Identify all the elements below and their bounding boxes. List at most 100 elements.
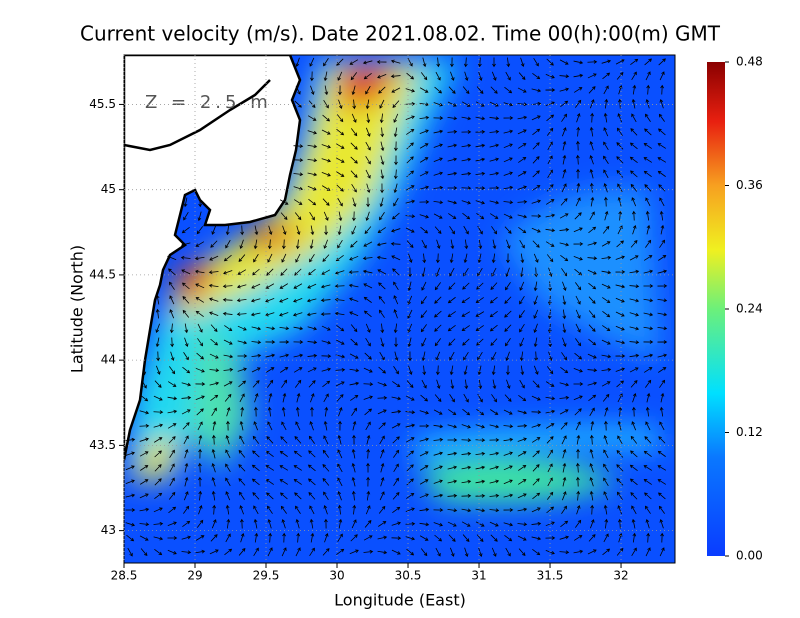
velocity-arrow (503, 129, 514, 134)
velocity-arrow (447, 143, 458, 148)
velocity-arrow (462, 338, 470, 346)
velocity-arrow (168, 506, 177, 514)
velocity-arrow (181, 382, 192, 387)
velocity-arrow (420, 226, 429, 234)
velocity-arrow (658, 255, 667, 261)
velocity-arrow (434, 226, 442, 235)
velocity-arrow (533, 323, 538, 333)
velocity-arrow (322, 548, 330, 556)
velocity-arrow (489, 424, 500, 429)
velocity-arrow (589, 490, 594, 501)
velocity-arrow (252, 380, 260, 388)
velocity-arrow (603, 504, 608, 515)
velocity-arrow (448, 86, 456, 94)
velocity-arrow (169, 295, 175, 305)
velocity-arrow (181, 409, 191, 415)
velocity-arrow (338, 407, 343, 417)
velocity-arrow (629, 142, 638, 150)
velocity-arrow (419, 214, 430, 219)
velocity-arrow (366, 197, 370, 208)
velocity-arrow (517, 185, 527, 190)
velocity-arrow (506, 379, 511, 389)
velocity-arrow (420, 296, 427, 305)
velocity-arrow (279, 492, 288, 500)
velocity-arrow (519, 379, 525, 389)
velocity-arrow (560, 255, 569, 262)
velocity-arrow (391, 87, 401, 93)
velocity-arrow (546, 254, 554, 263)
velocity-arrow (559, 409, 569, 415)
velocity-arrow (464, 547, 469, 558)
velocity-arrow (363, 367, 373, 373)
velocity-arrow (267, 239, 272, 250)
velocity-arrow (532, 240, 540, 248)
velocity-arrow (322, 198, 330, 206)
velocity-arrow (629, 464, 638, 472)
velocity-arrow (266, 492, 274, 500)
velocity-arrow (462, 282, 470, 290)
velocity-arrow (335, 157, 345, 163)
velocity-arrow (378, 422, 386, 430)
velocity-arrow (657, 143, 666, 149)
velocity-arrow (350, 128, 358, 137)
velocity-arrow (629, 326, 640, 331)
velocity-arrow (447, 101, 457, 107)
velocity-arrow (127, 547, 133, 557)
velocity-arrow (448, 213, 457, 219)
velocity-arrow (321, 354, 332, 358)
velocity-arrow (659, 406, 664, 417)
velocity-arrow (632, 532, 637, 543)
velocity-arrow (475, 130, 486, 134)
velocity-arrow (630, 450, 638, 458)
velocity-arrow (630, 435, 638, 444)
velocity-arrow (377, 269, 387, 275)
velocity-arrow (323, 71, 328, 82)
velocity-arrow (533, 337, 538, 348)
velocity-arrow (379, 113, 384, 124)
velocity-arrow (449, 394, 455, 403)
velocity-arrow (349, 311, 359, 317)
velocity-arrow (365, 99, 370, 110)
velocity-arrow (293, 353, 304, 358)
velocity-arrow (658, 113, 665, 122)
velocity-arrow (545, 88, 556, 92)
velocity-arrow (517, 423, 528, 428)
velocity-arrow (629, 255, 639, 261)
velocity-arrow (575, 282, 582, 291)
velocity-arrow (433, 479, 443, 484)
velocity-arrow (489, 451, 500, 456)
velocity-arrow (307, 367, 317, 373)
velocity-arrow (155, 365, 161, 375)
velocity-arrow (323, 491, 329, 501)
velocity-arrow (491, 394, 497, 403)
velocity-arrow (254, 393, 259, 403)
velocity-arrow (532, 380, 540, 388)
velocity-arrow (380, 449, 385, 459)
velocity-arrow (491, 253, 496, 264)
velocity-arrow (238, 380, 247, 388)
velocity-arrow (310, 393, 315, 403)
velocity-arrow (643, 340, 654, 344)
velocity-arrow (503, 493, 514, 498)
velocity-arrow (363, 549, 374, 554)
velocity-arrow (378, 366, 386, 374)
velocity-arrow (352, 434, 356, 445)
velocity-arrow (226, 420, 230, 431)
velocity-arrow (225, 225, 230, 236)
velocity-arrow (433, 465, 443, 471)
velocity-arrow (167, 396, 178, 401)
velocity-arrow (588, 394, 597, 402)
velocity-arrow (393, 463, 399, 473)
velocity-arrow (461, 479, 472, 484)
velocity-arrow (139, 410, 150, 415)
velocity-arrow (296, 392, 301, 403)
velocity-arrow (433, 437, 444, 442)
velocity-arrow (531, 410, 542, 414)
velocity-arrow (182, 422, 190, 430)
velocity-arrow (433, 409, 443, 415)
velocity-arrow (601, 283, 611, 289)
velocity-arrow (391, 212, 400, 220)
velocity-arrow (436, 57, 441, 68)
velocity-arrow (336, 114, 344, 123)
velocity-arrow (562, 140, 567, 151)
